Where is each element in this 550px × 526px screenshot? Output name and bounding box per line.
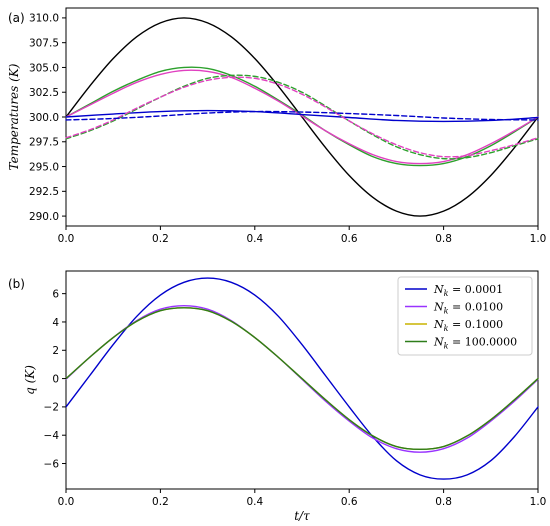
panel-b-x-tick-label: 0.8 [435,496,452,508]
panel-a-label: (a) [8,11,25,25]
panel-b-x-axis-label: t/τ [294,509,310,523]
panel-a-x-tick-label: 0.8 [435,233,452,245]
legend-box [397,276,533,356]
panel-b-x-tick-label: 0.0 [58,496,75,508]
panel-a-series-line-6 [65,110,539,121]
panel-a-x-tick-label: 0.6 [341,233,358,245]
panel-a-y-tick-label: 290.0 [29,211,59,223]
legend: Nk = 0.0001 Nk = 0.0100 Nk = 0.1000 Nk = 10… [397,276,533,356]
panel-a-y-tick-label: 310.0 [29,13,59,25]
panel-a-x-tick-label: 1.0 [530,233,547,245]
panel-a-y-axis-label: Temperatures (K) [7,63,21,170]
panel-a-x-tick-label: 0.2 [152,233,169,245]
panel-b-y-tick-label: −6 [44,458,60,470]
panel-b-y-tick-label: −2 [44,402,59,414]
panel-b-x-tick-label: 0.2 [152,496,169,508]
panel-a-y-tick-label: 305.0 [29,62,59,74]
panel-a-x-tick-label: 0.4 [246,233,263,245]
panel-b-x-tick-label: 1.0 [530,496,547,508]
panel-a-x-tick-label: 0.0 [58,233,75,245]
panel-b-y-tick-label: 2 [52,345,59,357]
panel-b-series-line-0 [65,277,539,480]
panel-a-y-tick-label: 300.0 [29,112,59,124]
panel-a-x-ticks: 0.0 0.2 0.4 0.6 0.8 1.0 [58,226,547,245]
panel-b-series-line-3 [65,307,539,451]
legend-label-2: Nk = 0.1000 [433,318,503,333]
panel-a: (a) 0.0 0.2 0.4 0.6 0.8 1.0 290.0292.5295.029… [7,7,547,245]
panel-b-x-tick-label: 0.4 [246,496,263,508]
legend-label-0: Nk = 0.0001 [433,283,503,298]
panel-b-x-tick-label: 0.6 [341,496,358,508]
panel-a-y-tick-label: 295.0 [29,161,59,173]
panel-b-x-ticks: 0.0 0.2 0.4 0.6 0.8 1.0 [58,489,547,508]
panel-b-y-tick-label: 4 [52,317,59,329]
panel-b-label: (b) [8,277,25,291]
legend-label-3: Nk = 100.0000 [433,336,517,351]
panel-a-series [65,17,539,217]
panel-b-y-axis-label: q (K) [23,365,37,395]
panel-a-y-tick-label: 302.5 [29,87,59,99]
panel-b-y-tick-label: 6 [52,288,59,300]
panel-a-y-tick-label: 292.5 [29,186,59,198]
panel-a-y-tick-label: 307.5 [29,37,59,49]
panel-a-y-ticks: 290.0 292.5 295.0 297.5 300.0 302.5 305.0 307.5… [29,13,66,223]
panel-b-y-tick-label: 0 [52,373,59,385]
panel-a-y-tick-label: 297.5 [29,137,59,149]
panel-b-series [65,277,539,480]
panel-b-y-tick-label: −4 [44,430,60,442]
legend-label-1: Nk = 0.0100 [433,301,503,316]
panel-a-series-line-0 [65,17,539,217]
panel-a-series-line-2 [65,69,539,165]
legend-items: Nk = 0.0001 Nk = 0.0100 Nk = 0.1000 Nk = 10… [405,283,517,351]
panel-a-series-line-5 [65,76,539,158]
panel-b-y-ticks: −6 −4 −2 0 2 4 6 [44,288,66,470]
panel-a-series-line-3 [65,109,539,123]
